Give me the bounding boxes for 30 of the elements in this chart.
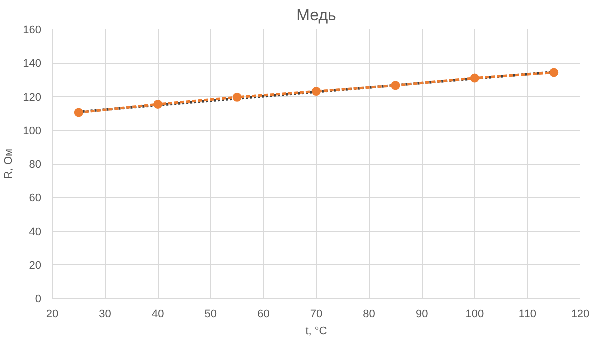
y-tick-label: 20 <box>29 260 42 272</box>
y-tick-label: 80 <box>29 159 42 171</box>
point <box>74 108 84 118</box>
x-tick-label: 80 <box>363 308 376 320</box>
point <box>470 74 480 83</box>
point <box>232 92 242 102</box>
x-tick-label: 70 <box>310 308 323 320</box>
x-tick-label: 110 <box>518 308 536 320</box>
x-tick-label: 120 <box>571 308 590 320</box>
x-tick-label: 40 <box>152 308 164 320</box>
point <box>391 81 400 90</box>
y-tick-label: 160 <box>23 24 42 36</box>
x-tick-label: 20 <box>46 308 59 320</box>
y-axis-title: R, Ом <box>3 148 16 180</box>
y-tick-label: 40 <box>29 226 42 238</box>
y-tick-label: 140 <box>23 58 42 70</box>
chart-title: Медь <box>296 8 336 24</box>
point <box>550 68 559 78</box>
x-axis-title: t, °C <box>306 326 328 338</box>
x-tick-label: 90 <box>416 308 428 320</box>
y-tick-label: 120 <box>23 92 42 104</box>
y-tick-label: 100 <box>23 125 42 138</box>
x-tick-label: 50 <box>204 308 218 320</box>
point <box>312 87 321 96</box>
x-tick-label: 100 <box>466 308 484 320</box>
y-tick-label: 60 <box>29 192 42 205</box>
point <box>154 100 163 109</box>
x-tick-label: 30 <box>99 308 112 320</box>
x-tick-label: 60 <box>258 308 270 320</box>
y-tick-label: 0 <box>35 294 42 306</box>
